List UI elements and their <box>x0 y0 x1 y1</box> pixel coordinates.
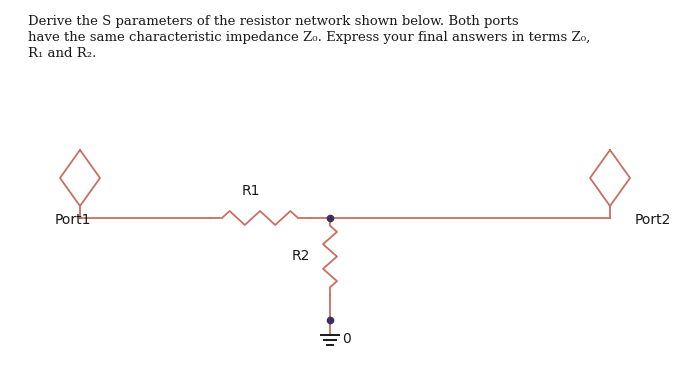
Text: have the same characteristic impedance Z₀. Express your final answers in terms Z: have the same characteristic impedance Z… <box>28 31 590 44</box>
Text: Port2: Port2 <box>635 213 671 227</box>
Text: R₁ and R₂.: R₁ and R₂. <box>28 47 97 60</box>
Text: R2: R2 <box>292 249 310 264</box>
Text: R1: R1 <box>242 184 260 198</box>
Text: Port1: Port1 <box>55 213 92 227</box>
Text: 0: 0 <box>342 332 351 346</box>
Text: Derive the S parameters of the resistor network shown below. Both ports: Derive the S parameters of the resistor … <box>28 15 519 28</box>
